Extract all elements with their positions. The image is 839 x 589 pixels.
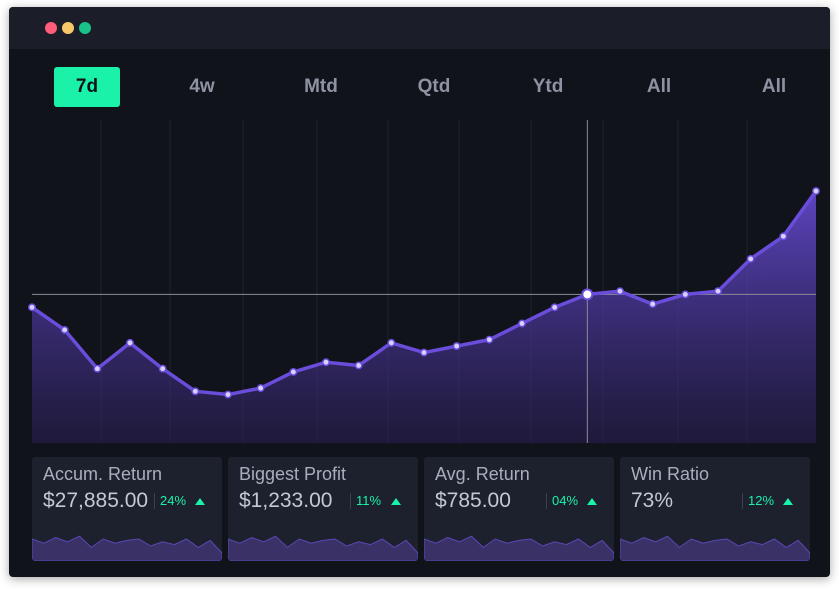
chart-point[interactable]	[714, 287, 722, 296]
card-avg-return: Avg. Return $785.00 04%	[424, 457, 614, 561]
close-window-dot[interactable]	[45, 22, 57, 34]
chart-point[interactable]	[126, 338, 134, 347]
card-title: Avg. Return	[435, 464, 530, 484]
card-win-ratio: Win Ratio 73% 12%	[620, 457, 810, 561]
card-change: 12%	[742, 493, 774, 509]
chart-point[interactable]	[452, 342, 461, 351]
tab-all[interactable]: All	[646, 76, 672, 97]
trend-up-icon	[783, 498, 793, 505]
chart-point[interactable]	[224, 390, 232, 399]
chart-point[interactable]	[518, 319, 526, 328]
trend-up-icon	[195, 498, 205, 505]
chart-point[interactable]	[191, 387, 200, 396]
card-value: $27,885.00	[43, 489, 149, 512]
tab-qtd[interactable]: Qtd	[417, 76, 451, 97]
sparkline-area	[424, 535, 614, 561]
app-window: 7d 4w Mtd Qtd Ytd All All Accum. Return …	[9, 7, 830, 577]
card-value: $785.00	[435, 489, 511, 512]
performance-chart[interactable]	[9, 7, 830, 457]
card-change: 11%	[350, 493, 381, 509]
card-biggest-profit: Biggest Profit $1,233.00 11%	[228, 457, 418, 561]
chart-point[interactable]	[681, 290, 690, 299]
sparkline	[228, 535, 418, 561]
chart-point[interactable]	[387, 338, 396, 347]
card-title: Accum. Return	[43, 464, 163, 484]
chart-point[interactable]	[256, 384, 265, 393]
card-value: $1,233.00	[239, 489, 333, 512]
minimize-window-dot[interactable]	[62, 22, 74, 34]
chart-point[interactable]	[354, 361, 363, 370]
tab-7d[interactable]: 7d	[54, 67, 120, 107]
chart-point[interactable]	[93, 364, 102, 373]
card-title: Biggest Profit	[239, 464, 347, 484]
chart-point[interactable]	[158, 364, 167, 373]
chart-point[interactable]	[616, 287, 624, 296]
card-change: 04%	[546, 493, 578, 509]
chart-area-fill	[32, 191, 816, 443]
card-accum-return: Accum. Return $27,885.00 24%	[32, 457, 222, 561]
trend-up-icon	[391, 498, 401, 505]
chart-point[interactable]	[746, 254, 755, 263]
chart-point[interactable]	[812, 187, 820, 196]
sparkline	[620, 535, 810, 561]
chart-point[interactable]	[322, 358, 330, 367]
sparkline	[32, 535, 222, 561]
chart-point[interactable]	[550, 303, 559, 312]
card-title: Win Ratio	[631, 464, 710, 484]
card-change: 24%	[154, 493, 186, 509]
sparkline-area	[228, 535, 418, 561]
period-tabs: 7d 4w Mtd Qtd Ytd All All	[9, 67, 830, 109]
tab-ytd[interactable]: Ytd	[532, 76, 564, 97]
sparkline	[424, 535, 614, 561]
tab-all-2[interactable]: All	[761, 76, 787, 97]
chart-points	[28, 187, 820, 399]
title-bar	[9, 7, 830, 49]
card-value: 73%	[631, 489, 674, 512]
chart-point[interactable]	[289, 367, 298, 376]
trend-up-icon	[587, 498, 597, 505]
chart-point[interactable]	[648, 300, 657, 309]
maximize-window-dot[interactable]	[79, 22, 91, 34]
chart-point[interactable]	[28, 303, 36, 312]
tab-4w[interactable]: 4w	[189, 76, 215, 97]
chart-point-active[interactable]	[581, 288, 594, 301]
sparkline-area	[32, 535, 222, 561]
chart-point[interactable]	[420, 348, 428, 357]
chart-point[interactable]	[779, 232, 788, 241]
chart-point[interactable]	[60, 326, 69, 334]
chart-point[interactable]	[485, 335, 494, 344]
sparkline-area	[620, 535, 810, 561]
tab-mtd[interactable]: Mtd	[304, 76, 338, 97]
